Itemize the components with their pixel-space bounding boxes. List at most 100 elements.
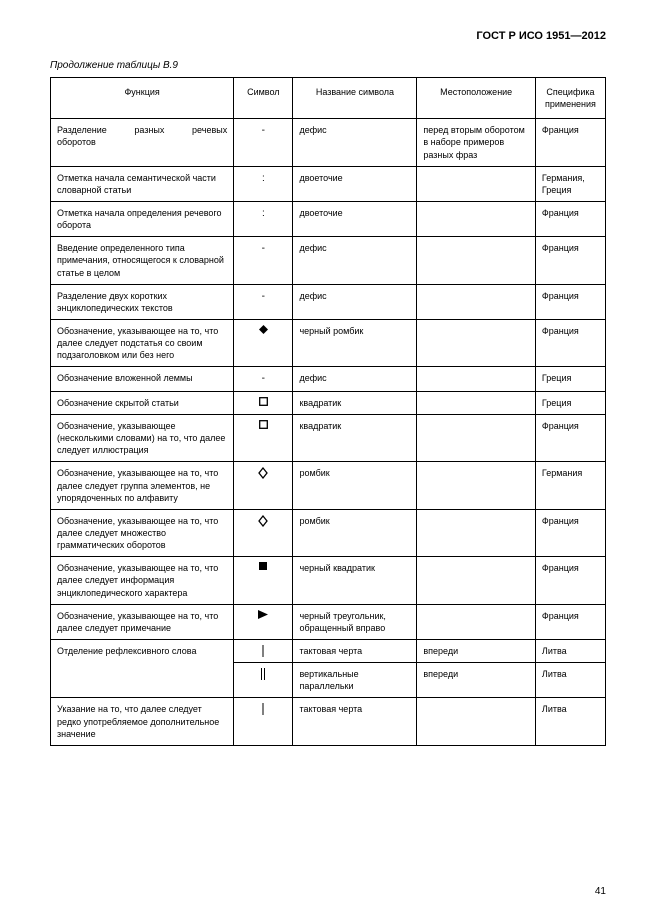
cell-spec: Франция [535, 604, 605, 639]
cell-spec: Германия, Греция [535, 166, 605, 201]
cell-function: Обозначение скрытой статьи [51, 391, 234, 414]
table-row: Разделение разных речевыхоборотов-дефисп… [51, 119, 606, 166]
cell-symbol [234, 640, 293, 663]
cell-spec: Франция [535, 284, 605, 319]
table-row: Обозначение, указывающее на то, что дале… [51, 604, 606, 639]
cell-symbol-name: двоеточие [293, 166, 417, 201]
cell-symbol: : [234, 166, 293, 201]
cell-spec: Греция [535, 367, 605, 392]
cell-location [417, 557, 536, 604]
cell-symbol-name: дефис [293, 237, 417, 284]
cell-symbol: - [234, 119, 293, 166]
table-row: Разделение двух коротких энциклопедическ… [51, 284, 606, 319]
table-row: Указание на то, что далее следует редко … [51, 698, 606, 745]
cell-symbol [234, 557, 293, 604]
col-location: Местоположение [417, 78, 536, 119]
cell-function: Разделение разных речевыхоборотов [51, 119, 234, 166]
cell-symbol-name: черный треугольник, обращенный вправо [293, 604, 417, 639]
cell-symbol-name: тактовая черта [293, 640, 417, 663]
cell-symbol: - [234, 284, 293, 319]
cell-location [417, 604, 536, 639]
table-row: Обозначение, указывающее на то, что дале… [51, 462, 606, 509]
cell-spec: Франция [535, 237, 605, 284]
table-row: Отделение рефлексивного словатактовая че… [51, 640, 606, 663]
cell-function: Разделение двух коротких энциклопедическ… [51, 284, 234, 319]
cell-function: Отметка начала определения речевого обор… [51, 201, 234, 236]
cell-symbol [234, 604, 293, 639]
table-row: Отметка начала определения речевого обор… [51, 201, 606, 236]
cell-symbol [234, 698, 293, 745]
cell-symbol: - [234, 237, 293, 284]
col-symbol: Символ [234, 78, 293, 119]
cell-symbol [234, 319, 293, 366]
cell-location: перед вторым оборотом в наборе примеров … [417, 119, 536, 166]
cell-spec: Литва [535, 698, 605, 745]
cell-location [417, 415, 536, 462]
cell-location [417, 462, 536, 509]
cell-location [417, 201, 536, 236]
cell-location [417, 166, 536, 201]
col-specifics: Специфика применения [535, 78, 605, 119]
cell-location [417, 698, 536, 745]
cell-spec: Франция [535, 319, 605, 366]
cell-symbol [234, 663, 293, 698]
cell-symbol-name: дефис [293, 284, 417, 319]
cell-location: впереди [417, 640, 536, 663]
cell-function: Обозначение, указывающее (несколькими сл… [51, 415, 234, 462]
table-header-row: Функция Символ Название символа Местопол… [51, 78, 606, 119]
cell-symbol-name: квадратик [293, 415, 417, 462]
cell-spec: Литва [535, 640, 605, 663]
cell-function: Обозначение, указывающее на то, что дале… [51, 604, 234, 639]
cell-symbol [234, 462, 293, 509]
cell-function: Введение определенного типа примечания, … [51, 237, 234, 284]
cell-location [417, 319, 536, 366]
cell-spec: Франция [535, 509, 605, 556]
cell-location [417, 237, 536, 284]
table-row: Обозначение вложенной леммы-дефисГреция [51, 367, 606, 392]
table-row: Отметка начала семантической части слова… [51, 166, 606, 201]
cell-spec: Германия [535, 462, 605, 509]
cell-location [417, 509, 536, 556]
cell-spec: Франция [535, 415, 605, 462]
cell-symbol-name: двоеточие [293, 201, 417, 236]
cell-symbol [234, 509, 293, 556]
table-row: Обозначение, указывающее на то, что дале… [51, 509, 606, 556]
cell-location [417, 284, 536, 319]
cell-location [417, 367, 536, 392]
cell-function: Обозначение, указывающее на то, что дале… [51, 557, 234, 604]
page: ГОСТ Р ИСО 1951—2012 Продолжение таблицы… [0, 0, 646, 913]
cell-spec: Франция [535, 201, 605, 236]
cell-function: Отметка начала семантической части слова… [51, 166, 234, 201]
cell-function: Отделение рефлексивного слова [51, 640, 234, 698]
cell-function: Обозначение, указывающее на то, что дале… [51, 509, 234, 556]
cell-symbol: : [234, 201, 293, 236]
table-caption: Продолжение таблицы В.9 [50, 60, 606, 71]
cell-symbol [234, 415, 293, 462]
cell-spec: Литва [535, 663, 605, 698]
cell-symbol-name: дефис [293, 119, 417, 166]
col-symbol-name: Название символа [293, 78, 417, 119]
table-row: Обозначение, указывающее (несколькими сл… [51, 415, 606, 462]
table-row: Обозначение скрытой статьи квадратик Греци… [51, 391, 606, 414]
cell-function: Указание на то, что далее следует редко … [51, 698, 234, 745]
cell-symbol-name: ромбик [293, 509, 417, 556]
cell-symbol-name: черный ромбик [293, 319, 417, 366]
cell-symbol [234, 391, 293, 414]
cell-symbol-name: вертикальные параллельки [293, 663, 417, 698]
cell-function: Обозначение, указывающее на то, что дале… [51, 319, 234, 366]
cell-symbol: - [234, 367, 293, 392]
col-function: Функция [51, 78, 234, 119]
table-row: Введение определенного типа примечания, … [51, 237, 606, 284]
table-b9: Функция Символ Название символа Местопол… [50, 77, 606, 746]
cell-symbol-name: дефис [293, 367, 417, 392]
cell-symbol-name: черный квадратик [293, 557, 417, 604]
cell-function: Обозначение, указывающее на то, что дале… [51, 462, 234, 509]
table-row: Обозначение, указывающее на то, что дале… [51, 557, 606, 604]
cell-location: впереди [417, 663, 536, 698]
cell-symbol-name: квадратик [293, 391, 417, 414]
cell-location [417, 391, 536, 414]
cell-symbol-name: ромбик [293, 462, 417, 509]
cell-symbol-name: тактовая черта [293, 698, 417, 745]
cell-spec: Греция [535, 391, 605, 414]
cell-spec: Франция [535, 119, 605, 166]
